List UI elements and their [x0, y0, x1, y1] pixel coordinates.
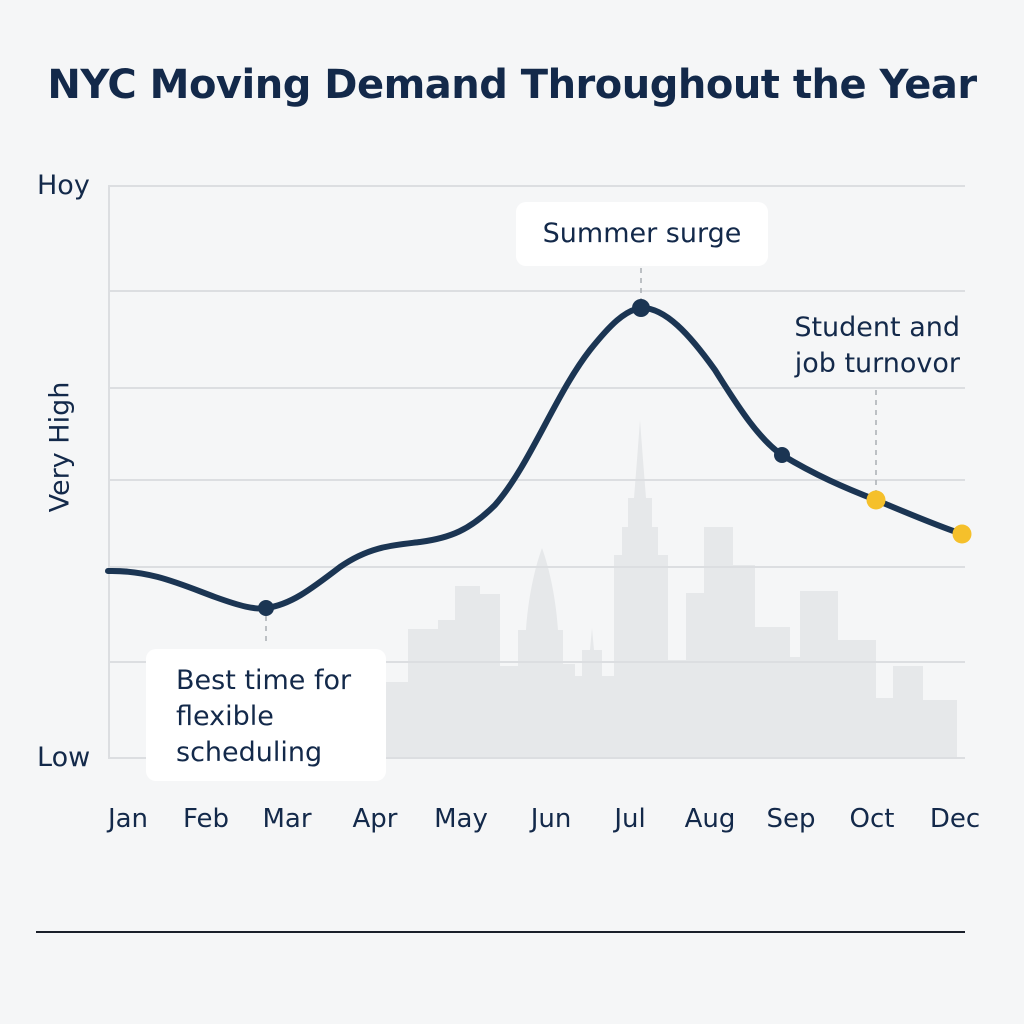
y-axis-top-label: Hoy — [37, 170, 90, 201]
summer-surge-text: Summer surge — [542, 218, 742, 249]
x-label-oct: Oct — [849, 804, 895, 834]
x-label-aug: Aug — [684, 804, 736, 834]
x-label-jun: Jun — [530, 804, 572, 834]
best-time-line1: Best time for — [176, 665, 352, 696]
x-label-jul: Jul — [614, 804, 646, 834]
x-label-jan: Jan — [107, 804, 149, 834]
student-turnover-line2: job turnovor — [794, 348, 960, 379]
bottom-divider — [36, 931, 965, 933]
marker-sep — [774, 447, 790, 463]
marker-oct — [866, 490, 886, 510]
marker-dec — [952, 524, 972, 544]
marker-mar — [258, 600, 274, 616]
x-label-apr: Apr — [352, 804, 398, 834]
y-axis-bottom-label: Low — [37, 742, 91, 773]
annotation-leaders — [265, 268, 877, 646]
skyline-silhouette — [386, 420, 957, 758]
summer-surge-annotation: Summer surge — [516, 202, 768, 266]
student-turnover-line1: Student and — [794, 312, 960, 343]
x-label-dec: Dec — [929, 804, 981, 834]
best-time-line3: scheduling — [176, 737, 323, 768]
x-label-feb: Feb — [182, 804, 230, 834]
marker-jul — [632, 299, 650, 317]
x-label-may: May — [434, 804, 488, 834]
student-turnover-annotation: Student and job turnovor — [760, 310, 960, 382]
best-time-annotation: Best time for flexible scheduling — [146, 649, 386, 781]
x-label-mar: Mar — [262, 804, 312, 834]
x-label-sep: Sep — [766, 804, 816, 834]
chart-title: NYC Moving Demand Throughout the Year — [47, 62, 977, 108]
best-time-line2: flexible — [176, 701, 274, 732]
